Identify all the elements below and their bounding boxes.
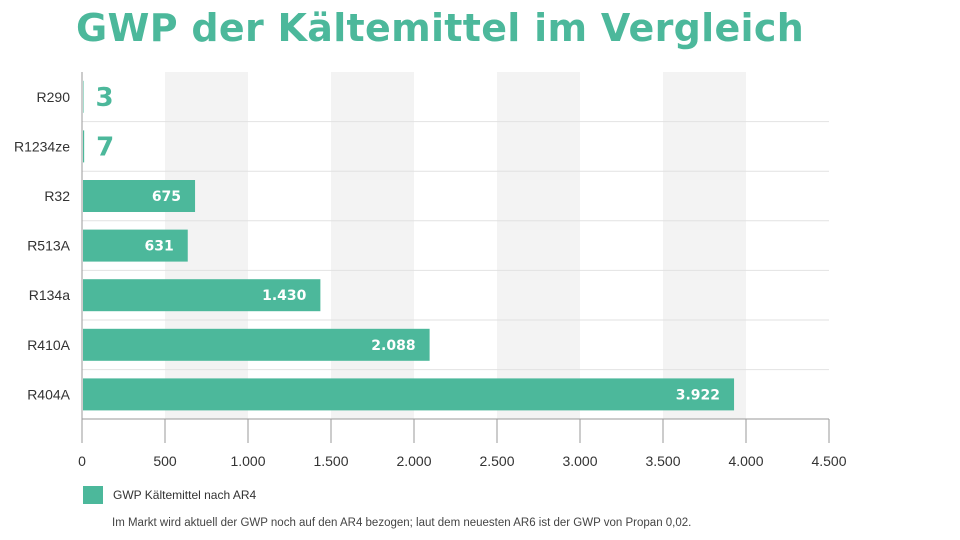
chart-title: GWP der Kältemittel im Vergleich (76, 6, 805, 50)
bar (83, 229, 188, 262)
bar-value-label: 675 (152, 189, 181, 205)
bar (83, 378, 735, 411)
x-tick-label: 1.500 (313, 453, 348, 469)
category-label: R410A (27, 337, 70, 353)
bar (83, 130, 85, 163)
bar-value-label: 631 (145, 239, 174, 255)
bar-value-label: 3.922 (676, 387, 720, 403)
bar (83, 80, 84, 113)
grid-band (663, 72, 746, 419)
x-tick-label: 0 (78, 453, 86, 469)
grid-band (497, 72, 580, 419)
x-tick-label: 4.500 (811, 453, 846, 469)
bar-value-label: 7 (96, 132, 114, 162)
bar-value-label: 1.430 (262, 288, 307, 304)
category-label: R290 (37, 89, 71, 105)
x-tick-label: 3.000 (562, 453, 597, 469)
legend-label: GWP Kältemittel nach AR4 (113, 488, 257, 502)
category-label: R134a (29, 287, 70, 303)
category-label: R32 (44, 188, 70, 204)
x-tick-label: 3.500 (645, 453, 680, 469)
category-label: R404A (27, 386, 70, 402)
x-tick-label: 2.000 (396, 453, 431, 469)
x-tick-label: 2.500 (479, 453, 514, 469)
bar-value-label: 2.088 (371, 338, 415, 354)
x-tick-label: 1.000 (230, 453, 265, 469)
bar (83, 279, 321, 312)
legend: GWP Kältemittel nach AR4 (83, 486, 256, 504)
grid-band (331, 72, 414, 419)
category-label: R513A (27, 238, 70, 254)
legend-swatch (83, 486, 103, 504)
x-tick-label: 4.000 (728, 453, 763, 469)
bar (83, 180, 196, 212)
x-tick-label: 500 (153, 453, 177, 469)
category-label: R1234ze (14, 138, 70, 154)
footnote: Im Markt wird aktuell der GWP noch auf d… (112, 517, 692, 529)
bar (83, 328, 430, 361)
bar-value-label: 3 (95, 83, 113, 113)
